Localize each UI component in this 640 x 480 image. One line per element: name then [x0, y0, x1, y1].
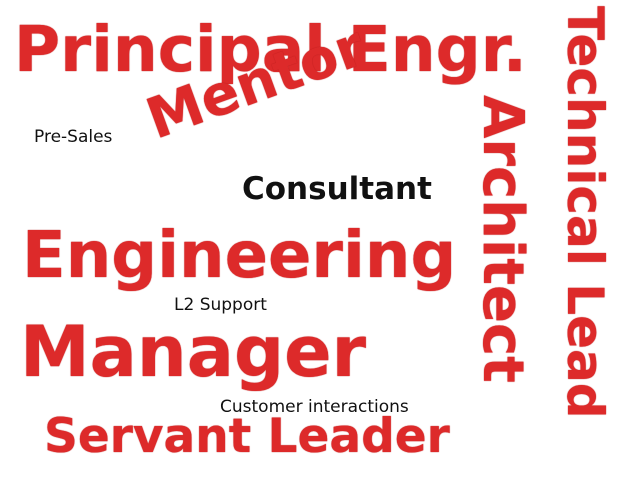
word-consultant: Consultant: [242, 171, 432, 207]
word-l2-support: L2 Support: [174, 295, 267, 315]
word-principal-engr: Principal Engr.: [14, 13, 527, 86]
word-customer-interactions: Customer interactions: [220, 397, 409, 417]
word-technical-lead: Technical Lead: [556, 6, 614, 419]
word-engineering: Engineering: [22, 219, 457, 293]
word-manager: Manager: [20, 311, 367, 393]
word-pre-sales: Pre-Sales: [34, 127, 113, 147]
word-architect: Architect: [470, 95, 535, 383]
word-servant-leader: Servant Leader: [44, 409, 450, 464]
